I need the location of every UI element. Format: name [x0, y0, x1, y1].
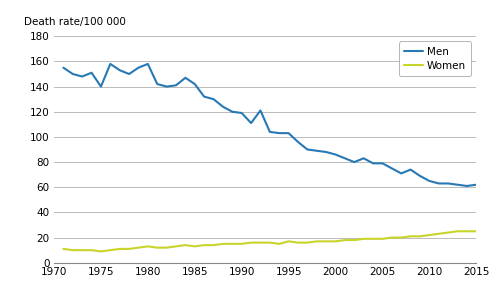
Text: Death rate/100 000: Death rate/100 000: [25, 17, 126, 27]
Women: [239, 242, 245, 246]
Women: [314, 239, 320, 243]
Women: [426, 233, 432, 237]
Women: [352, 238, 357, 242]
Men: [220, 105, 226, 108]
Men: [173, 84, 179, 87]
Women: [304, 241, 310, 244]
Women: [88, 248, 94, 252]
Men: [314, 149, 320, 153]
Men: [88, 71, 94, 75]
Women: [398, 236, 404, 239]
Men: [464, 184, 470, 188]
Men: [426, 179, 432, 183]
Women: [201, 243, 207, 247]
Women: [98, 249, 104, 253]
Women: [126, 247, 132, 251]
Men: [370, 162, 376, 165]
Women: [286, 239, 292, 243]
Women: [248, 241, 254, 244]
Women: [445, 231, 451, 234]
Men: [79, 75, 85, 78]
Men: [248, 121, 254, 125]
Women: [211, 243, 217, 247]
Men: [257, 109, 263, 112]
Men: [398, 172, 404, 175]
Women: [257, 241, 263, 244]
Line: Men: Men: [63, 64, 476, 186]
Men: [98, 85, 104, 88]
Women: [473, 230, 479, 233]
Women: [60, 247, 66, 251]
Men: [117, 69, 123, 72]
Women: [79, 248, 85, 252]
Women: [70, 248, 76, 252]
Women: [267, 241, 273, 244]
Men: [286, 131, 292, 135]
Men: [436, 182, 442, 185]
Women: [154, 246, 160, 249]
Men: [239, 111, 245, 115]
Women: [192, 245, 198, 248]
Men: [229, 110, 235, 114]
Women: [108, 248, 113, 252]
Women: [117, 247, 123, 251]
Men: [154, 82, 160, 86]
Men: [276, 131, 282, 135]
Men: [211, 97, 217, 101]
Women: [436, 232, 442, 236]
Men: [70, 72, 76, 76]
Line: Women: Women: [63, 231, 476, 251]
Men: [304, 148, 310, 151]
Women: [173, 245, 179, 248]
Men: [136, 66, 141, 69]
Women: [408, 234, 413, 238]
Men: [445, 182, 451, 185]
Men: [192, 82, 198, 86]
Women: [332, 239, 338, 243]
Men: [380, 162, 385, 165]
Men: [323, 150, 329, 154]
Women: [455, 230, 461, 233]
Women: [295, 241, 301, 244]
Women: [464, 230, 470, 233]
Men: [361, 156, 367, 160]
Women: [183, 243, 189, 247]
Women: [145, 245, 151, 248]
Women: [417, 234, 423, 238]
Men: [417, 174, 423, 178]
Men: [332, 153, 338, 156]
Men: [60, 66, 66, 69]
Men: [108, 62, 113, 66]
Women: [229, 242, 235, 246]
Men: [126, 72, 132, 76]
Women: [370, 237, 376, 241]
Women: [276, 242, 282, 246]
Men: [408, 168, 413, 172]
Men: [473, 183, 479, 187]
Women: [164, 246, 169, 249]
Women: [323, 239, 329, 243]
Men: [352, 160, 357, 164]
Women: [136, 246, 141, 249]
Men: [342, 156, 348, 160]
Men: [201, 95, 207, 98]
Men: [183, 76, 189, 80]
Women: [389, 236, 395, 239]
Women: [361, 237, 367, 241]
Women: [220, 242, 226, 246]
Men: [455, 183, 461, 187]
Men: [164, 85, 169, 88]
Women: [342, 238, 348, 242]
Men: [145, 62, 151, 66]
Women: [380, 237, 385, 241]
Legend: Men, Women: Men, Women: [399, 41, 471, 76]
Men: [295, 140, 301, 144]
Men: [267, 130, 273, 134]
Men: [389, 167, 395, 170]
